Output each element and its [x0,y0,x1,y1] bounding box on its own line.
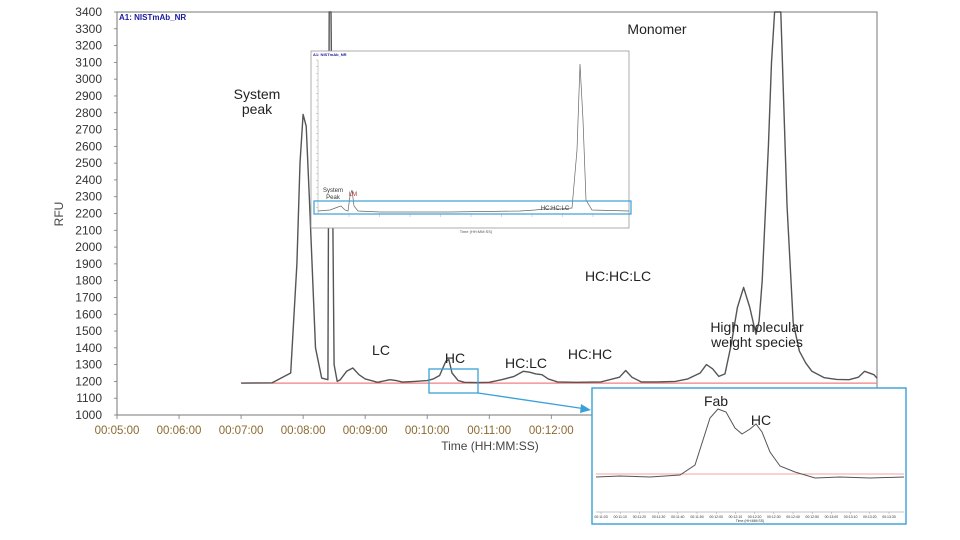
zoom-region-box [428,368,479,394]
x-tick-label: 00:07:00 [219,425,264,437]
y-tick-label: 3400 [75,5,102,19]
x-axis-label: Time (HH:MM:SS) [441,439,539,453]
y-tick-label: 1500 [75,324,102,338]
y-tick-label: 3200 [75,39,102,53]
zoom-inset-x-label: Time (HH:MM:SS) [736,519,764,523]
y-tick-label: 3000 [75,72,102,86]
x-tick-label: 00:08:00 [281,425,326,437]
annotation-lc: LC [372,342,390,358]
y-tick-label: 1700 [75,290,102,304]
x-tick-label: 00:12:00 [529,425,574,437]
overview-annotation-system-peak: System Peak [323,188,343,201]
zoom-tick-label: 00:13:00 [825,515,839,519]
x-tick-label: 00:06:00 [157,425,202,437]
zoom-tick-label: 00:13:30 [882,515,896,519]
y-tick-label: 2800 [75,106,102,120]
zoom-tick-label: 00:12:00 [709,515,723,519]
zoom-tick-label: 00:11:03 [594,515,607,519]
y-tick-label: 1600 [75,307,102,321]
y-tick-label: 1900 [75,257,102,271]
annotation-hc-hc: HC:HC [568,346,612,362]
zoom-tick-label: 00:11:50 [690,515,703,519]
annotation-hc-hc-lc: HC:HC:LC [585,268,651,284]
zoom-tick-label: 00:12:50 [805,515,819,519]
zoom-tick-label: 00:11:40 [671,515,684,519]
y-tick-label: 2300 [75,190,102,204]
overview-inset-frame [310,50,630,229]
y-tick-label: 2100 [75,223,102,237]
annotation-monomer: Monomer [627,21,686,37]
zoom-annotation-fab: Fab [704,393,728,409]
overview-inset: A1: NISTmAb_NR Time (HH:MM:SS) System Pea… [310,50,632,234]
zoom-tick-label: 00:11:10 [614,515,627,519]
zoom-tick-label: 00:12:40 [786,515,800,519]
zoom-inset: 00:11:03 00:11:10 00:11:20 00:11:30 00:11:40… [591,387,907,525]
y-tick-label: 1300 [75,358,102,372]
zoom-tick-label: 00:13:20 [863,515,877,519]
chromatogram-trace [241,11,878,384]
y-tick-label: 2400 [75,173,102,187]
zoom-inset-ticks: 00:11:03 00:11:10 00:11:20 00:11:30 00:11:40… [594,512,896,519]
y-tick-label: 1200 [75,374,102,388]
sample-tag: A1: NISTmAb_NR [119,13,186,22]
overview-annotation-hc-hc-lc: HC:HC:LC [541,206,570,212]
y-tick-label: 1000 [75,408,102,422]
y-tick-label: 2000 [75,240,102,254]
y-axis: 1000 1100 1200 1300 1400 1500 1600 1700 1800 1900… [75,5,117,422]
y-tick-label: 2200 [75,207,102,221]
y-tick-label: 2600 [75,139,102,153]
x-tick-label: 00:09:00 [343,425,388,437]
annotation-hc: HC [445,350,465,366]
annotation-hmw-species: High molecular weight species [710,319,804,350]
zoom-inset-frame [591,387,907,525]
zoom-connector-line [477,392,587,410]
y-tick-label: 1100 [76,391,102,405]
y-tick-label: 3300 [75,22,102,36]
zoom-tick-label: 00:13:10 [844,515,858,519]
annotation-system-peak: System peak [234,86,281,117]
overview-inset-tag: A1: NISTmAb_NR [313,52,347,57]
zoom-tick-label: 00:11:30 [652,515,665,519]
zoom-tick-label: 00:12:10 [729,515,743,519]
zoom-tick-label: 00:12:20 [748,515,762,519]
overview-annotation-lm: LM [349,192,357,198]
x-tick-label: 00:11:00 [467,425,511,437]
zoom-tick-label: 00:12:30 [767,515,781,519]
annotation-hc-lc: HC:LC [505,355,547,371]
zoom-tick-label: 00:11:20 [633,515,646,519]
y-tick-label: 2500 [75,156,102,170]
series-group [241,11,878,384]
y-tick-label: 1800 [75,274,102,288]
y-axis-label: RFU [52,202,66,227]
zoom-inset-trace [595,408,905,479]
zoom-annotation-hc: HC [751,412,771,428]
y-tick-label: 2900 [75,89,102,103]
y-tick-label: 1400 [75,341,102,355]
zoom-connector-arrowhead [580,404,591,413]
svg-text:Time (HH:MM:SS): Time (HH:MM:SS) [460,229,493,234]
x-tick-label: 00:10:00 [405,425,450,437]
y-tick-label: 3100 [75,55,102,69]
overview-highlight-box [313,200,632,215]
x-tick-label: 00:05:00 [95,425,140,437]
y-tick-label: 2700 [75,123,102,137]
overview-inset-trace [317,63,630,213]
